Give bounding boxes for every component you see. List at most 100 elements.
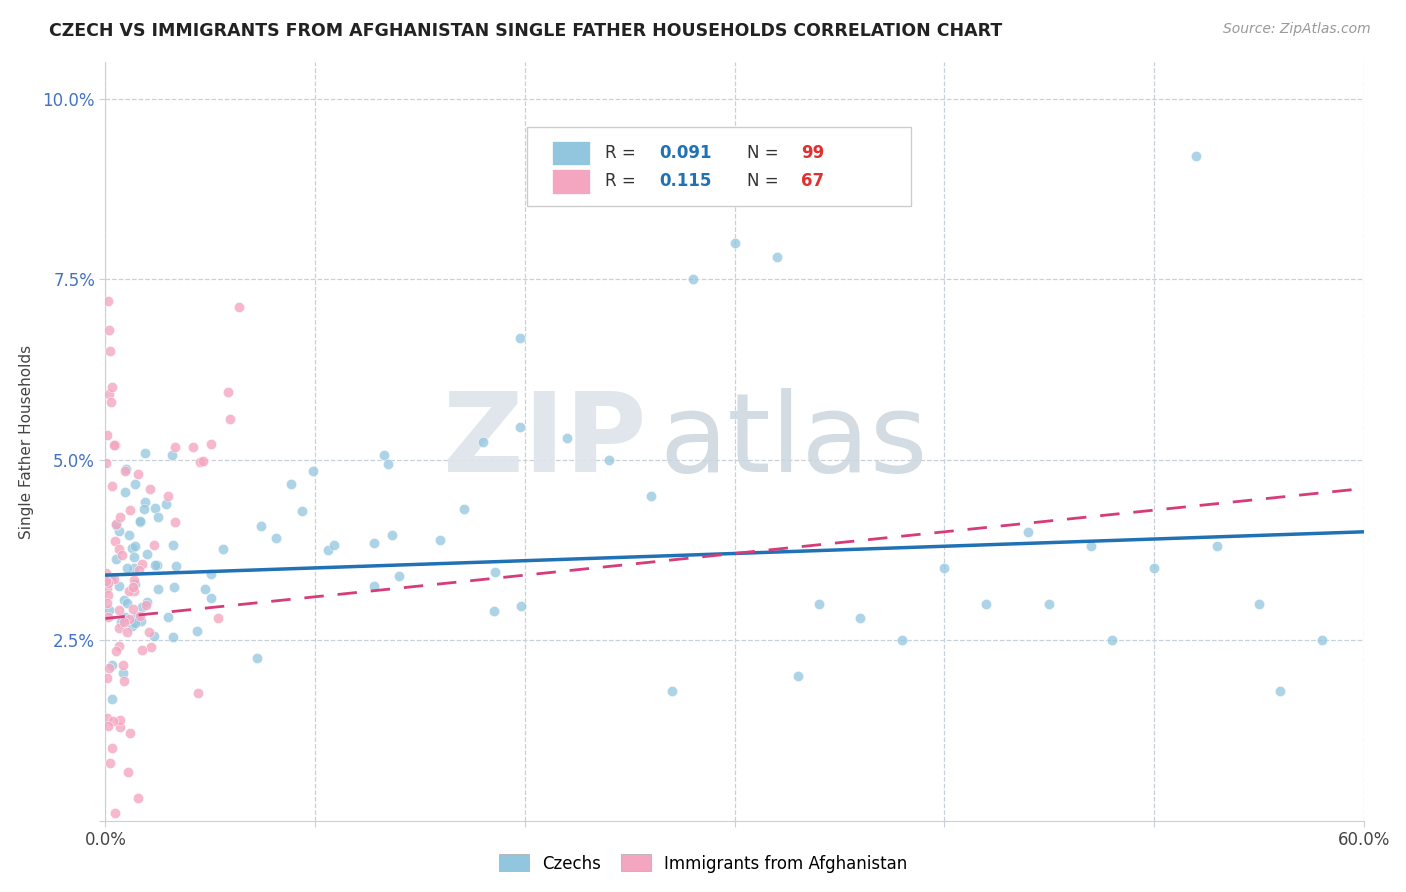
Point	[976, 597, 998, 611]
Legend: Czechs, Immigrants from Afghanistan: Czechs, Immigrants from Afghanistan	[492, 847, 914, 880]
Point	[211, 541, 233, 556]
Point	[148, 582, 170, 596]
Point	[101, 692, 124, 706]
Point	[200, 566, 222, 581]
Point	[115, 461, 138, 475]
Point	[453, 502, 475, 516]
Point	[96, 566, 118, 581]
Point	[142, 629, 165, 643]
Point	[156, 489, 179, 503]
Point	[135, 598, 157, 612]
Point	[186, 624, 208, 639]
Point	[124, 539, 146, 553]
Text: Source: ZipAtlas.com: Source: ZipAtlas.com	[1223, 22, 1371, 37]
Point	[200, 437, 222, 451]
Point	[97, 323, 120, 337]
Point	[118, 502, 141, 516]
Point	[484, 565, 506, 579]
Point	[108, 720, 131, 734]
Point	[142, 538, 165, 552]
Point	[510, 599, 533, 613]
Point	[101, 479, 124, 493]
Point	[96, 596, 118, 610]
Point	[807, 597, 830, 611]
Point	[97, 588, 120, 602]
Point	[723, 235, 745, 250]
Point	[112, 592, 135, 607]
Point	[96, 428, 118, 442]
Point	[128, 609, 150, 624]
Point	[373, 448, 395, 462]
Point	[155, 497, 177, 511]
Point	[105, 644, 128, 658]
Point	[124, 577, 146, 591]
Point	[97, 603, 120, 617]
Point	[97, 610, 120, 624]
Point	[114, 610, 136, 624]
Point	[146, 509, 169, 524]
Point	[165, 559, 187, 574]
Y-axis label: Single Father Households: Single Father Households	[20, 344, 34, 539]
Text: 99: 99	[801, 144, 824, 161]
Point	[1247, 597, 1270, 611]
Point	[1101, 633, 1123, 648]
Point	[100, 394, 122, 409]
Point	[136, 547, 159, 561]
Point	[139, 640, 162, 654]
Point	[104, 438, 127, 452]
Point	[661, 683, 683, 698]
Point	[118, 612, 141, 626]
Point	[122, 584, 145, 599]
Text: 67: 67	[801, 172, 824, 191]
Text: ZIP: ZIP	[443, 388, 647, 495]
Point	[1310, 633, 1333, 648]
Point	[115, 624, 138, 639]
Point	[163, 580, 186, 594]
Point	[122, 580, 145, 594]
FancyBboxPatch shape	[527, 127, 911, 206]
Point	[117, 597, 139, 611]
Point	[104, 806, 127, 821]
Point	[96, 581, 118, 595]
Point	[682, 272, 704, 286]
Point	[143, 500, 166, 515]
Point	[188, 455, 211, 469]
Point	[100, 572, 122, 586]
Text: 0.091: 0.091	[659, 144, 711, 161]
Point	[121, 618, 143, 632]
Point	[100, 380, 122, 394]
Point	[194, 582, 217, 596]
Point	[104, 518, 127, 533]
Point	[156, 609, 179, 624]
Point	[108, 542, 131, 557]
Point	[114, 464, 136, 478]
Point	[122, 601, 145, 615]
Point	[509, 419, 531, 434]
Point	[108, 509, 131, 524]
Point	[127, 467, 149, 481]
FancyBboxPatch shape	[553, 169, 591, 194]
Point	[96, 293, 118, 308]
Point	[1038, 597, 1060, 611]
Point	[124, 476, 146, 491]
Point	[388, 569, 411, 583]
Point	[112, 615, 135, 630]
Point	[129, 514, 152, 528]
Text: N =: N =	[747, 144, 785, 161]
Point	[640, 489, 662, 503]
Point	[598, 452, 620, 467]
Point	[118, 528, 141, 542]
Point	[124, 573, 146, 587]
FancyBboxPatch shape	[553, 141, 591, 165]
Point	[1017, 524, 1039, 539]
Text: N =: N =	[747, 172, 785, 191]
Point	[98, 660, 121, 674]
Point	[108, 579, 131, 593]
Point	[134, 446, 156, 460]
Text: CZECH VS IMMIGRANTS FROM AFGHANISTAN SINGLE FATHER HOUSEHOLDS CORRELATION CHART: CZECH VS IMMIGRANTS FROM AFGHANISTAN SIN…	[49, 22, 1002, 40]
Point	[98, 344, 121, 359]
Point	[555, 431, 578, 445]
Point	[228, 300, 250, 314]
Point	[363, 578, 385, 592]
Point	[162, 631, 184, 645]
